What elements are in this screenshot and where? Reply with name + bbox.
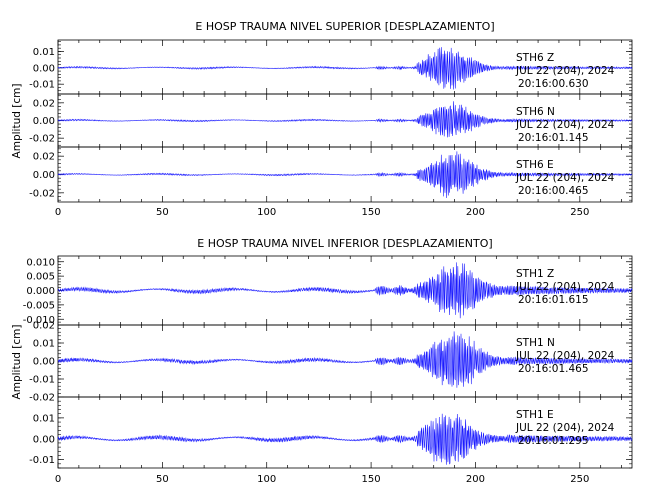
chart-title: E HOSP TRAUMA NIVEL INFERIOR [DESPLAZAMI… [197, 237, 492, 250]
y-tick-label: 0.02 [33, 98, 55, 109]
date-label: JUL 22 (204), 2024 [515, 422, 615, 434]
date-label: JUL 22 (204), 2024 [515, 65, 615, 77]
trace-line [57, 262, 633, 319]
time-label: 20:16:01.615 [518, 294, 589, 306]
x-tick-label: 0 [55, 474, 61, 485]
y-axis-label: Amplitud [cm] [11, 325, 23, 400]
y-tick-label: 0.01 [33, 413, 55, 424]
station-label: STH6 Z [516, 52, 554, 64]
y-tick-label: 0.000 [26, 286, 55, 297]
station-label: STH6 N [516, 106, 555, 118]
x-tick-label: 150 [362, 474, 381, 485]
y-tick-label: -0.02 [29, 188, 55, 199]
trace-line [57, 47, 633, 90]
y-tick-label: -0.01 [29, 455, 55, 466]
y-tick-label: -0.02 [29, 134, 55, 145]
station-label: STH1 Z [516, 268, 554, 280]
x-tick-label: 250 [570, 207, 589, 218]
y-tick-label: -0.005 [23, 300, 55, 311]
y-tick-label: 0.01 [33, 339, 55, 350]
y-tick-label: 0.00 [33, 170, 55, 181]
y-tick-label: -0.01 [29, 375, 55, 386]
date-label: JUL 22 (204), 2024 [515, 172, 615, 184]
y-tick-label: 0.00 [33, 357, 55, 368]
y-tick-label: -0.02 [29, 393, 55, 404]
y-tick-label: 0.005 [26, 272, 55, 283]
y-tick-label: -0.010 [23, 315, 55, 326]
trace-line [57, 413, 633, 465]
x-tick-label: 50 [156, 474, 169, 485]
y-tick-label: 0.010 [26, 257, 55, 268]
station-label: STH1 N [516, 337, 555, 349]
x-tick-label: 100 [257, 474, 276, 485]
x-tick-label: 200 [466, 474, 485, 485]
x-tick-label: 50 [156, 207, 169, 218]
x-tick-label: 0 [55, 207, 61, 218]
x-tick-label: 200 [466, 207, 485, 218]
station-label: STH1 E [516, 409, 554, 421]
trace-line [57, 151, 633, 199]
trace-line [58, 331, 633, 388]
y-tick-label: -0.01 [29, 80, 55, 91]
chart-1: E HOSP TRAUMA NIVEL SUPERIOR [DESPLAZAMI… [11, 20, 633, 218]
y-tick-label: 0.00 [33, 63, 55, 74]
x-tick-label: 100 [257, 207, 276, 218]
time-label: 20:16:00.630 [518, 78, 589, 90]
panel-frame [57, 396, 633, 469]
time-label: 20:16:01.295 [518, 435, 589, 447]
time-label: 20:16:00.465 [518, 185, 589, 197]
x-tick-label: 250 [570, 474, 589, 485]
y-tick-label: 0.02 [33, 321, 55, 332]
y-tick-label: 0.01 [33, 47, 55, 58]
station-label: STH6 E [516, 159, 554, 171]
y-tick-label: 0.02 [33, 152, 55, 163]
x-tick-label: 150 [362, 207, 381, 218]
y-tick-label: 0.00 [33, 116, 55, 127]
y-tick-label: 0.00 [33, 434, 55, 445]
date-label: JUL 22 (204), 2024 [515, 119, 615, 131]
time-label: 20:16:01.145 [518, 132, 589, 144]
y-axis-label: Amplitud [cm] [11, 84, 23, 159]
date-label: JUL 22 (204), 2024 [515, 281, 615, 293]
chart-title: E HOSP TRAUMA NIVEL SUPERIOR [DESPLAZAMI… [195, 20, 494, 33]
date-label: JUL 22 (204), 2024 [515, 350, 615, 362]
chart-2: E HOSP TRAUMA NIVEL INFERIOR [DESPLAZAMI… [11, 237, 633, 485]
time-label: 20:16:01.465 [518, 363, 589, 375]
trace-line [57, 101, 633, 138]
